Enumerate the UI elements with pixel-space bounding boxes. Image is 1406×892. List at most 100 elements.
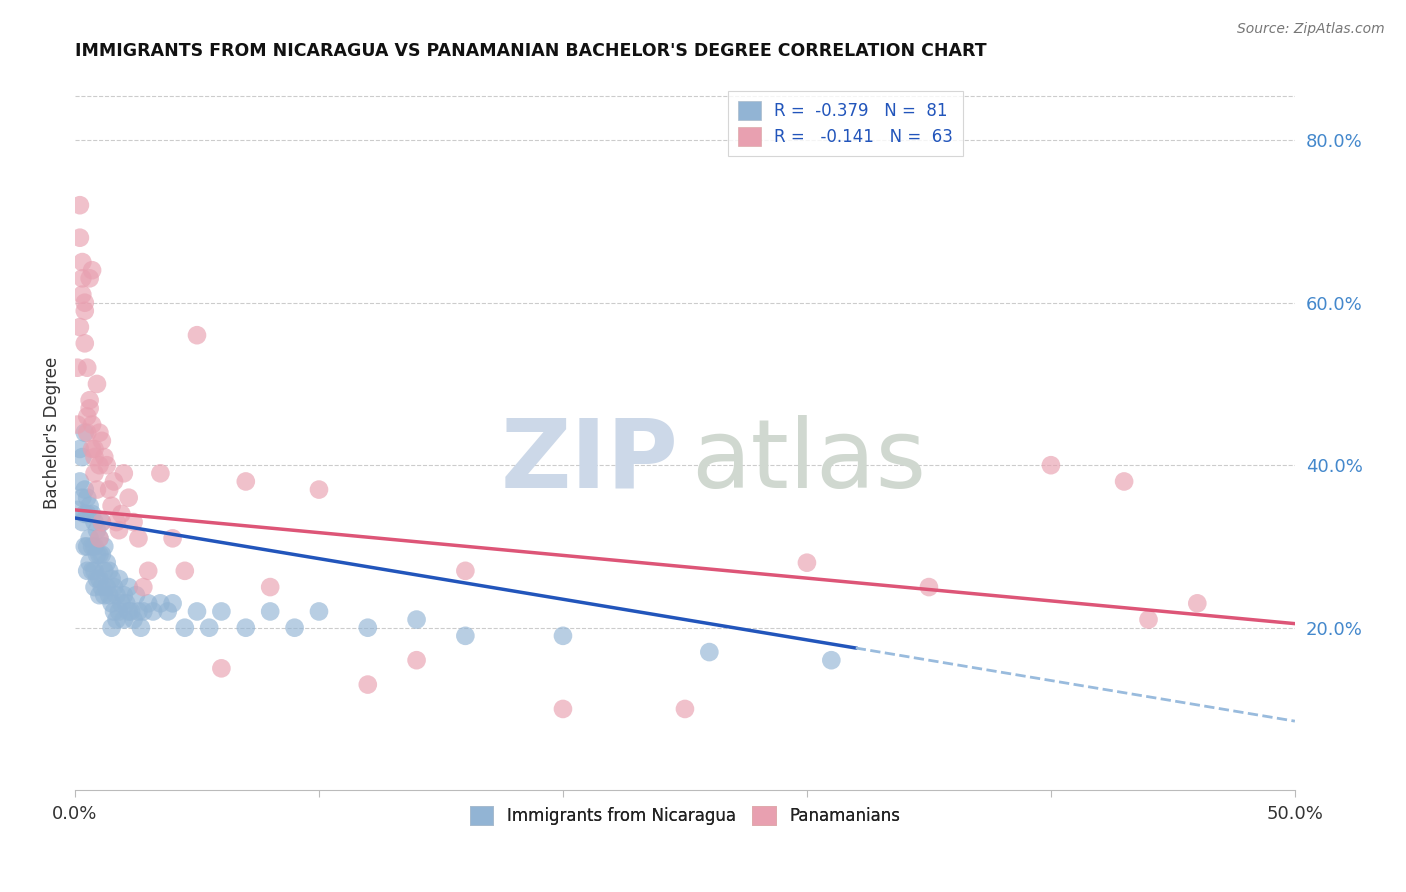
Y-axis label: Bachelor's Degree: Bachelor's Degree xyxy=(44,357,60,508)
Point xyxy=(551,702,574,716)
Point xyxy=(89,548,111,562)
Point xyxy=(108,572,131,586)
Point xyxy=(142,604,165,618)
Point xyxy=(796,556,818,570)
Point xyxy=(86,548,108,562)
Point xyxy=(209,661,232,675)
Point xyxy=(118,604,141,618)
Point xyxy=(125,588,148,602)
Point xyxy=(83,580,105,594)
Point xyxy=(89,458,111,473)
Point xyxy=(73,336,96,351)
Point xyxy=(132,604,155,618)
Point xyxy=(308,604,330,618)
Point xyxy=(820,653,842,667)
Point xyxy=(186,604,208,618)
Point xyxy=(112,613,135,627)
Point xyxy=(79,556,101,570)
Point xyxy=(118,491,141,505)
Point xyxy=(162,532,184,546)
Point xyxy=(79,401,101,416)
Point xyxy=(86,376,108,391)
Point xyxy=(69,475,91,489)
Point xyxy=(83,540,105,554)
Point xyxy=(129,621,152,635)
Point xyxy=(83,564,105,578)
Point xyxy=(136,564,159,578)
Point xyxy=(72,271,94,285)
Point xyxy=(132,580,155,594)
Point xyxy=(72,515,94,529)
Point xyxy=(105,588,128,602)
Point xyxy=(79,532,101,546)
Point xyxy=(105,613,128,627)
Point xyxy=(66,360,89,375)
Point xyxy=(156,604,179,618)
Point xyxy=(73,483,96,497)
Point xyxy=(66,417,89,432)
Point xyxy=(149,596,172,610)
Point xyxy=(96,556,118,570)
Point xyxy=(198,621,221,635)
Point xyxy=(89,588,111,602)
Point xyxy=(80,564,103,578)
Point xyxy=(162,596,184,610)
Text: ZIP: ZIP xyxy=(501,415,679,508)
Point xyxy=(235,621,257,635)
Point xyxy=(673,702,696,716)
Point xyxy=(80,507,103,521)
Point xyxy=(122,515,145,529)
Point xyxy=(89,572,111,586)
Point xyxy=(76,491,98,505)
Point xyxy=(69,230,91,244)
Point xyxy=(108,523,131,537)
Point xyxy=(105,515,128,529)
Point xyxy=(83,467,105,481)
Point xyxy=(110,507,132,521)
Point xyxy=(69,320,91,334)
Point xyxy=(103,475,125,489)
Point xyxy=(98,564,121,578)
Point xyxy=(93,588,115,602)
Point xyxy=(83,450,105,464)
Point xyxy=(100,621,122,635)
Point xyxy=(100,572,122,586)
Point xyxy=(259,604,281,618)
Point xyxy=(73,303,96,318)
Point xyxy=(76,360,98,375)
Point xyxy=(89,425,111,440)
Point xyxy=(149,467,172,481)
Point xyxy=(259,580,281,594)
Point xyxy=(86,523,108,537)
Point xyxy=(73,540,96,554)
Point xyxy=(173,621,195,635)
Point xyxy=(72,450,94,464)
Point xyxy=(89,532,111,546)
Point xyxy=(103,604,125,618)
Point xyxy=(284,621,307,635)
Point xyxy=(79,499,101,513)
Point xyxy=(73,507,96,521)
Point xyxy=(72,491,94,505)
Point xyxy=(72,287,94,301)
Point xyxy=(96,458,118,473)
Point xyxy=(1039,458,1062,473)
Point xyxy=(357,621,380,635)
Point xyxy=(83,442,105,456)
Point xyxy=(90,548,112,562)
Point xyxy=(551,629,574,643)
Point xyxy=(73,425,96,440)
Point xyxy=(209,604,232,618)
Point xyxy=(103,580,125,594)
Point xyxy=(127,604,149,618)
Point xyxy=(76,425,98,440)
Point xyxy=(98,483,121,497)
Point xyxy=(96,580,118,594)
Point xyxy=(112,588,135,602)
Point xyxy=(72,255,94,269)
Point xyxy=(100,596,122,610)
Point xyxy=(93,450,115,464)
Point xyxy=(127,532,149,546)
Point xyxy=(86,483,108,497)
Text: IMMIGRANTS FROM NICARAGUA VS PANAMANIAN BACHELOR'S DEGREE CORRELATION CHART: IMMIGRANTS FROM NICARAGUA VS PANAMANIAN … xyxy=(75,42,987,60)
